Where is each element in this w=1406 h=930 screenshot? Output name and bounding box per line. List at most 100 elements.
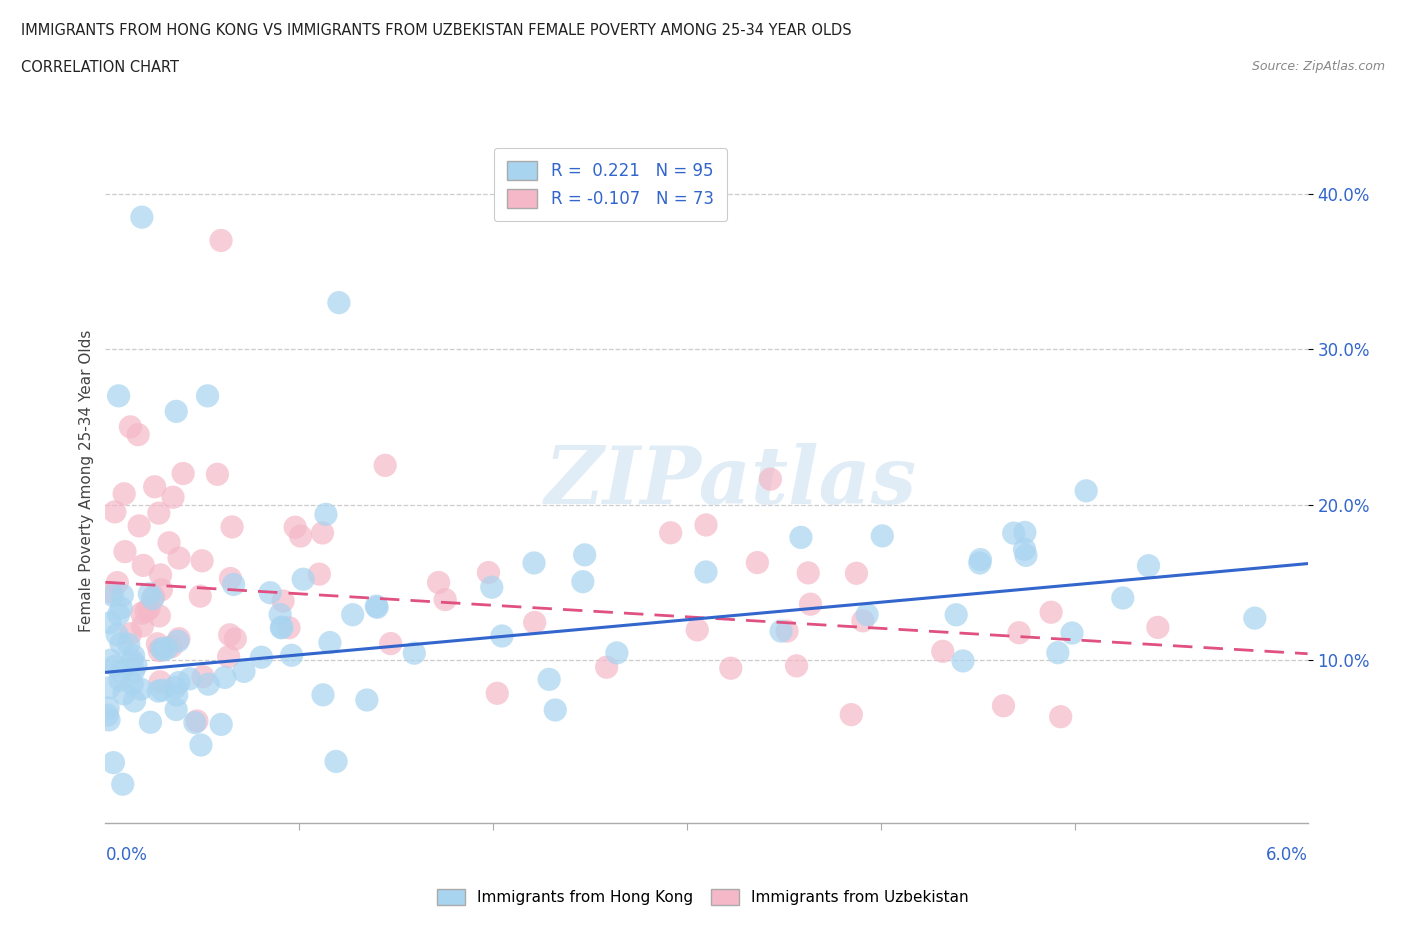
Point (477, 565, 499, 580)
Point (342, 607, 364, 622)
Point (150, 641, 173, 656)
Point (139, 715, 162, 730)
Point (131, 605, 153, 620)
Point (427, 575, 450, 590)
Point (1049, 710, 1071, 724)
Point (131, 618, 153, 633)
Point (695, 565, 717, 579)
Point (100, 653, 122, 668)
Point (191, 553, 214, 568)
Point (1014, 542, 1036, 557)
Point (269, 607, 291, 622)
Point (207, 467, 229, 482)
Point (148, 608, 170, 623)
Point (404, 645, 426, 660)
Point (188, 589, 211, 604)
Point (770, 624, 793, 639)
Point (250, 650, 273, 665)
Point (167, 551, 190, 565)
Point (574, 548, 596, 563)
Point (523, 555, 546, 570)
Point (107, 607, 129, 622)
Point (366, 600, 388, 615)
Point (280, 648, 302, 663)
Point (952, 654, 974, 669)
Point (114, 544, 136, 559)
Point (221, 520, 243, 535)
Point (120, 626, 142, 641)
Point (356, 693, 378, 708)
Point (98, 681, 121, 696)
Point (128, 518, 150, 533)
Point (312, 687, 335, 702)
Point (124, 694, 146, 709)
Point (544, 702, 567, 717)
Point (523, 615, 546, 630)
Point (167, 675, 190, 690)
Point (278, 620, 301, 635)
Point (659, 525, 682, 540)
Point (148, 644, 170, 658)
Point (131, 210, 153, 225)
Point (149, 567, 172, 582)
Point (186, 713, 208, 728)
Point (162, 490, 184, 505)
Point (218, 628, 240, 643)
Point (132, 558, 155, 573)
Point (595, 659, 617, 674)
Point (486, 685, 509, 700)
Point (111, 777, 134, 791)
Point (120, 419, 142, 434)
Point (107, 389, 129, 404)
Point (190, 737, 212, 752)
Point (969, 552, 991, 567)
Point (104, 658, 127, 673)
Point (138, 586, 160, 601)
Point (121, 676, 143, 691)
Point (606, 645, 628, 660)
Point (1147, 620, 1170, 635)
Point (98, 616, 121, 631)
Point (122, 648, 145, 663)
Point (101, 588, 124, 603)
Point (149, 674, 172, 689)
Point (259, 585, 281, 600)
Point (150, 582, 173, 597)
Point (165, 702, 187, 717)
Point (129, 682, 152, 697)
Point (197, 389, 219, 404)
Point (197, 677, 219, 692)
Point (945, 607, 967, 622)
Point (1015, 548, 1038, 563)
Point (160, 639, 183, 654)
Point (747, 555, 769, 570)
Point (152, 643, 174, 658)
Point (290, 528, 312, 543)
Point (135, 604, 157, 618)
Point (127, 427, 149, 442)
Point (110, 664, 132, 679)
Point (121, 653, 143, 668)
Point (932, 644, 955, 658)
Point (1076, 484, 1098, 498)
Point (720, 661, 742, 676)
Point (1002, 525, 1025, 540)
Point (969, 555, 991, 570)
Point (1112, 591, 1135, 605)
Point (111, 588, 134, 603)
Point (797, 565, 820, 580)
Point (270, 620, 292, 635)
Text: 0.0%: 0.0% (105, 846, 148, 864)
Point (374, 458, 396, 472)
Point (156, 641, 179, 656)
Point (165, 680, 187, 695)
Text: 6.0%: 6.0% (1265, 846, 1308, 864)
Point (110, 636, 132, 651)
Point (148, 684, 170, 698)
Point (143, 479, 166, 494)
Point (209, 717, 232, 732)
Point (319, 635, 342, 650)
Point (150, 683, 173, 698)
Point (328, 295, 350, 310)
Point (1243, 611, 1265, 626)
